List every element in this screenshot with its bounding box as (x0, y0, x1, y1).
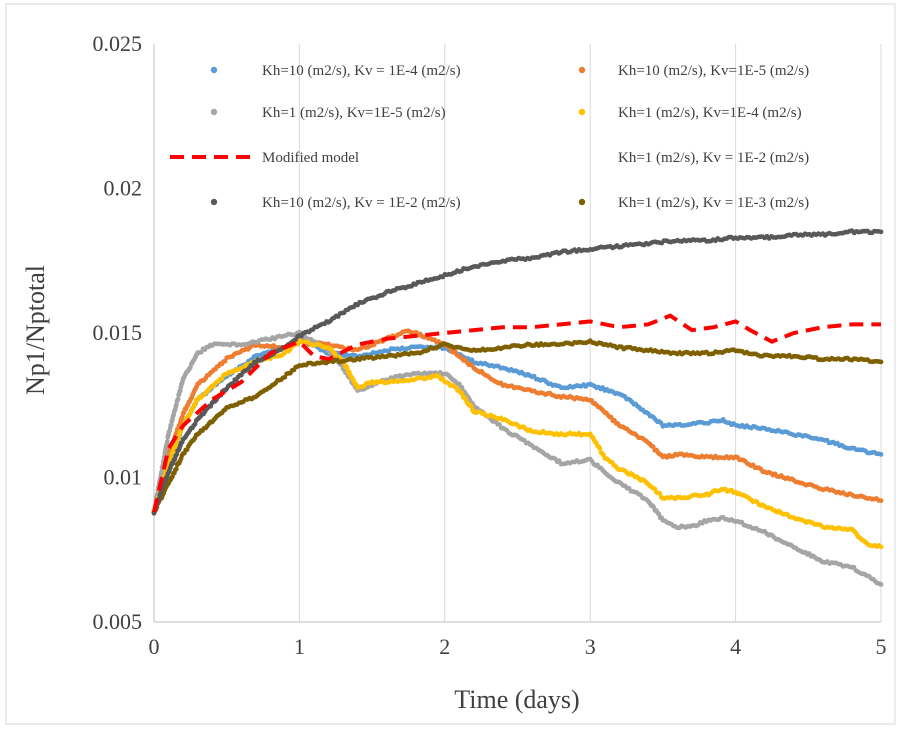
legend-marker (210, 108, 218, 116)
legend-label: Kh=10 (m2/s), Kv = 1E-4 (m2/s) (262, 63, 461, 79)
y-tick-label: 0.02 (104, 176, 143, 201)
series-4 (152, 313, 881, 513)
x-tick-label: 1 (294, 634, 305, 659)
data-point (597, 446, 603, 451)
plot-series (151, 228, 884, 587)
legend-marker (210, 66, 218, 74)
data-point (173, 442, 179, 448)
y-tick-label: 0.025 (93, 31, 143, 56)
legend-item: Kh=1 (m2/s), Kv=1E-5 (m2/s) (210, 105, 446, 121)
legend-label: Kh=1 (m2/s), Kv=1E-5 (m2/s) (262, 105, 446, 121)
data-point (164, 439, 170, 444)
data-point (192, 421, 198, 427)
legend-label: Kh=10 (m2/s), Kv = 1E-2 (m2/s) (262, 195, 461, 211)
data-point (878, 582, 884, 587)
data-point (468, 404, 474, 409)
legend-label: Kh=1 (m2/s), Kv = 1E-2 (m2/s) (618, 150, 809, 166)
legend-item: Kh=1 (m2/s), Kv = 1E-3 (m2/s) (578, 195, 809, 211)
axes: 0.005 0.01 0.015 0.02 0.025 0 1 2 3 4 5 (93, 31, 887, 659)
y-tick-label: 0.015 (93, 320, 143, 345)
legend-item: Kh=1 (m2/s), Kv = 1E-2 (m2/s) (618, 150, 809, 166)
x-axis-title: Time (days) (454, 685, 579, 714)
legend-marker (578, 198, 586, 206)
data-point (159, 469, 165, 474)
legend-item: Kh=10 (m2/s), Kv = 1E-2 (m2/s) (210, 195, 461, 211)
data-point (878, 229, 884, 235)
data-point (878, 451, 884, 457)
y-tick-label: 0.01 (104, 465, 143, 490)
data-point (657, 491, 663, 496)
legend-marker (578, 66, 586, 74)
legend-label: Kh=1 (m2/s), Kv = 1E-3 (m2/s) (618, 195, 809, 211)
legend-label: Modified model (262, 150, 359, 166)
x-tick-label: 5 (876, 634, 887, 659)
legend-marker (578, 108, 586, 116)
legend-item: Kh=1 (m2/s), Kv=1E-4 (m2/s) (578, 105, 802, 121)
data-point (459, 391, 465, 396)
x-tick-label: 3 (585, 634, 596, 659)
legend-label: Kh=10 (m2/s), Kv=1E-5 (m2/s) (618, 63, 809, 79)
x-tick-label: 0 (149, 634, 160, 659)
series-7 (151, 338, 884, 516)
data-point (878, 544, 884, 550)
data-point (878, 359, 884, 365)
data-point (344, 365, 350, 371)
legend-label: Kh=1 (m2/s), Kv=1E-4 (m2/s) (618, 105, 802, 121)
legend-item: Kh=10 (m2/s), Kv=1E-5 (m2/s) (578, 63, 809, 79)
data-point (497, 422, 502, 427)
data-point (878, 498, 884, 504)
modified-model-line (152, 313, 881, 513)
data-point (295, 341, 300, 347)
legend-item: Modified model (170, 150, 359, 166)
gridlines (298, 44, 882, 622)
legend-item: Kh=10 (m2/s), Kv = 1E-4 (m2/s) (210, 63, 461, 79)
data-point (175, 396, 181, 402)
legend: Kh=10 (m2/s), Kv = 1E-4 (m2/s) Kh=10 (m2/… (170, 63, 809, 211)
x-tick-label: 4 (730, 634, 741, 659)
y-axis-title: Np1/Nptotal (21, 265, 50, 395)
data-point (173, 466, 179, 472)
x-tick-label: 2 (439, 634, 450, 659)
y-tick-label: 0.005 (93, 609, 143, 634)
legend-marker (210, 198, 218, 206)
